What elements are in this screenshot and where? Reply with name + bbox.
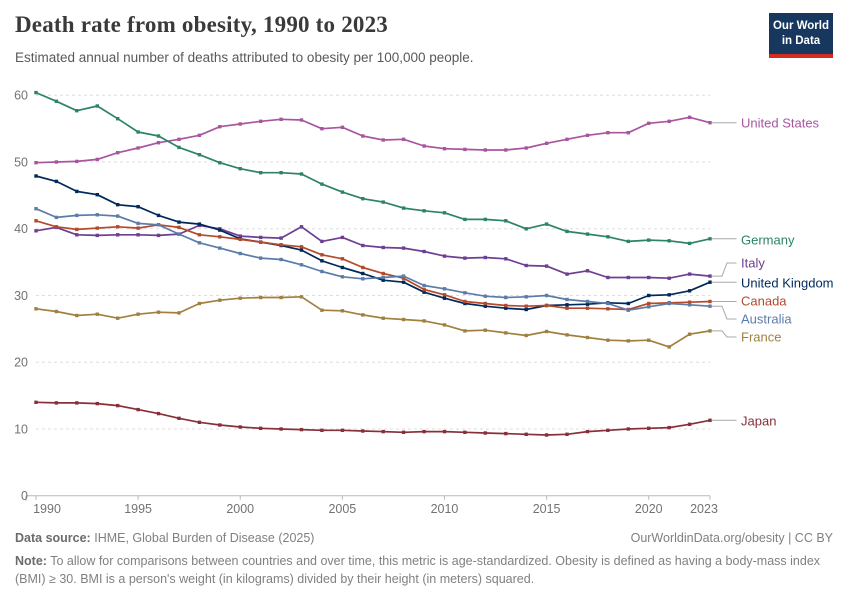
owid-logo-line1: Our World xyxy=(772,20,829,32)
series-markers-italy xyxy=(34,223,712,280)
series-markers-germany xyxy=(34,90,712,246)
series-line-japan[interactable] xyxy=(35,401,711,436)
legend-label-japan[interactable]: Japan xyxy=(741,413,776,428)
owid-logo-box: Our World in Data xyxy=(769,13,833,54)
legend-label-united-kingdom[interactable]: United Kingdom xyxy=(741,275,834,290)
y-tick-label-40: 40 xyxy=(14,222,28,236)
footer-source-row: Data source: IHME, Global Burden of Dise… xyxy=(15,531,833,545)
x-tick-label-2020: 2020 xyxy=(635,502,663,516)
x-tick-label-1995: 1995 xyxy=(124,502,152,516)
x-tick-label-2005: 2005 xyxy=(328,502,356,516)
y-tick-label-60: 60 xyxy=(14,89,28,103)
series-markers-canada xyxy=(34,219,712,312)
series-line-united-states[interactable] xyxy=(35,116,711,164)
series-markers-france xyxy=(34,295,712,349)
owid-logo[interactable]: Our World in Data xyxy=(769,13,833,58)
y-tick-label-20: 20 xyxy=(14,356,28,370)
owid-logo-redbar xyxy=(769,53,833,58)
y-tick-label-10: 10 xyxy=(14,422,28,436)
owid-logo-line2: in Data xyxy=(781,34,821,47)
x-tick-label-2023: 2023 xyxy=(690,502,718,516)
legend-connector-france xyxy=(711,330,737,338)
series-line-australia[interactable] xyxy=(35,207,711,312)
x-tick-label-2015: 2015 xyxy=(533,502,561,516)
x-tick-label-2010: 2010 xyxy=(431,502,459,516)
series-line-united-kingdom[interactable] xyxy=(35,175,711,311)
series-markers-australia xyxy=(34,207,712,312)
data-source-value: IHME, Global Burden of Disease (2025) xyxy=(94,531,315,545)
series-line-germany[interactable] xyxy=(35,91,711,245)
legend-label-germany[interactable]: Germany xyxy=(741,232,795,247)
series-line-france[interactable] xyxy=(35,295,711,348)
y-tick-label-30: 30 xyxy=(14,289,28,303)
footer-note: Note: To allow for comparisons between c… xyxy=(15,553,837,589)
data-source-text: Data source: IHME, Global Burden of Dise… xyxy=(15,531,314,545)
series-markers-united-kingdom xyxy=(34,174,712,312)
legend-connector-australia xyxy=(711,305,737,320)
x-tick-label-1990: 1990 xyxy=(33,502,61,516)
series-markers-japan xyxy=(34,400,712,437)
x-tick-label-2000: 2000 xyxy=(226,502,254,516)
note-text: To allow for comparisons between countri… xyxy=(15,554,821,586)
series-markers-united-states xyxy=(34,115,712,165)
legend-label-france[interactable]: France xyxy=(741,329,781,344)
data-source-label: Data source: xyxy=(15,531,91,545)
series-line-italy[interactable] xyxy=(35,224,711,280)
legend-label-italy[interactable]: Italy xyxy=(741,255,765,270)
legend-label-australia[interactable]: Australia xyxy=(741,311,792,326)
owid-license-link[interactable]: OurWorldinData.org/obesity | CC BY xyxy=(630,531,833,545)
legend-label-united-states[interactable]: United States xyxy=(741,115,820,130)
note-label: Note: xyxy=(15,554,47,568)
series-line-canada[interactable] xyxy=(35,219,711,311)
legend-connector-italy xyxy=(711,262,737,277)
page-title: Death rate from obesity, 1990 to 2023 xyxy=(15,12,388,37)
y-tick-label-0: 0 xyxy=(21,489,28,503)
chart-subtitle: Estimated annual number of deaths attrib… xyxy=(15,50,474,65)
legend-label-canada[interactable]: Canada xyxy=(741,293,787,308)
y-tick-label-50: 50 xyxy=(14,155,28,169)
